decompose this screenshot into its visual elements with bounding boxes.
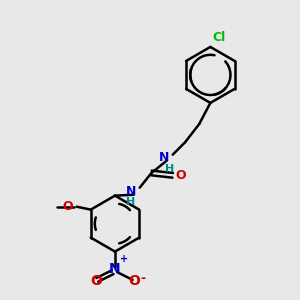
Text: O: O — [128, 274, 140, 288]
Text: O: O — [175, 169, 186, 182]
Text: H: H — [164, 164, 174, 174]
Text: O: O — [90, 274, 102, 288]
Text: N: N — [109, 262, 121, 276]
Text: -: - — [140, 272, 145, 285]
Text: +: + — [120, 254, 128, 264]
Text: Cl: Cl — [212, 31, 226, 44]
Text: N: N — [159, 151, 169, 164]
Text: H: H — [126, 197, 136, 207]
Text: O: O — [62, 200, 73, 213]
Text: N: N — [126, 185, 136, 198]
